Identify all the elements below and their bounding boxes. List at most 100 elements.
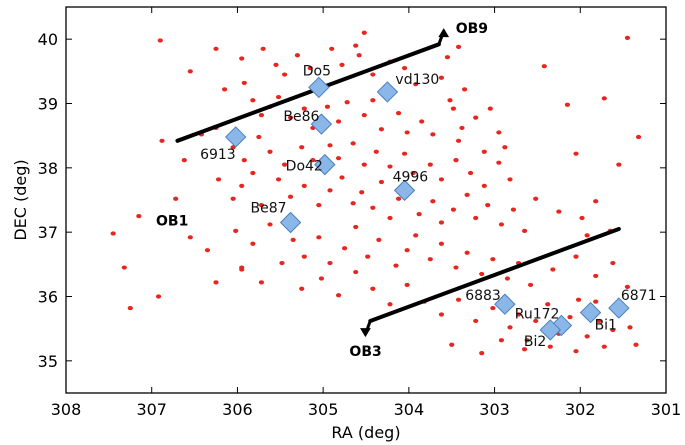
star-point xyxy=(453,265,459,270)
star-point xyxy=(335,119,342,124)
cluster-marker-bi2 xyxy=(539,319,561,341)
cluster-label-be87: Be87 xyxy=(251,201,287,217)
star-point xyxy=(239,265,245,270)
y-tick-label: 35 xyxy=(38,352,58,371)
star-point xyxy=(301,106,307,111)
star-point xyxy=(356,53,362,58)
star-point xyxy=(490,257,496,262)
star-point xyxy=(387,302,393,307)
x-tick-label: 306 xyxy=(222,400,253,419)
star-point xyxy=(601,96,607,101)
star-point xyxy=(329,46,335,51)
star-point xyxy=(387,164,393,169)
star-point xyxy=(361,162,367,167)
star-point xyxy=(327,188,333,193)
star-point xyxy=(467,170,474,176)
y-tick-label: 38 xyxy=(38,159,58,178)
star-point xyxy=(487,106,493,111)
star-point xyxy=(464,192,470,197)
star-point xyxy=(290,237,296,242)
cluster-markers xyxy=(225,76,630,341)
star-point xyxy=(121,265,127,270)
star-point xyxy=(410,170,416,176)
star-point xyxy=(610,327,616,333)
star-point xyxy=(573,254,579,259)
star-point xyxy=(378,179,385,185)
star-point xyxy=(370,205,376,210)
star-point xyxy=(339,175,345,180)
star-point xyxy=(275,94,282,100)
star-point xyxy=(481,183,487,188)
star-point xyxy=(301,254,307,259)
cluster-marker-be86 xyxy=(310,113,333,135)
star-point xyxy=(155,294,162,299)
star-point xyxy=(524,338,530,343)
cluster-marker-bi1 xyxy=(579,301,602,324)
star-point xyxy=(498,222,505,227)
star-point xyxy=(416,212,422,217)
star-point xyxy=(250,98,256,103)
star-point xyxy=(556,209,562,214)
star-point xyxy=(575,297,582,302)
star-point xyxy=(464,250,470,255)
star-point xyxy=(521,347,528,352)
star-point xyxy=(438,241,445,246)
star-point xyxy=(527,282,534,288)
star-point xyxy=(438,177,445,182)
star-point xyxy=(370,98,376,103)
x-axis: 308 307 306 305 304 303 302 301 xyxy=(51,7,682,419)
cluster-label-6883: 6883 xyxy=(465,288,501,304)
star-point xyxy=(401,151,408,156)
star-point xyxy=(316,235,322,240)
star-point xyxy=(573,349,579,354)
star-point xyxy=(481,149,487,154)
star-point xyxy=(335,156,342,161)
star-point xyxy=(230,196,236,201)
star-point xyxy=(181,158,187,163)
star-point xyxy=(430,199,436,204)
star-point xyxy=(361,30,367,35)
x-tick-label: 304 xyxy=(394,400,425,419)
star-point xyxy=(370,72,376,77)
star-point xyxy=(239,183,245,188)
star-point xyxy=(450,207,457,212)
star-point xyxy=(241,80,247,86)
star-point xyxy=(430,132,436,137)
star-point xyxy=(573,151,579,156)
star-point xyxy=(507,325,513,330)
star-point xyxy=(353,43,359,48)
cluster-marker-do5 xyxy=(308,76,330,99)
star-point xyxy=(567,314,573,320)
x-tick-label: 301 xyxy=(651,400,682,419)
star-point xyxy=(496,160,502,165)
star-point xyxy=(547,344,553,349)
star-point xyxy=(427,162,433,167)
star-point xyxy=(413,82,419,87)
star-point xyxy=(455,297,462,302)
star-point xyxy=(404,130,410,135)
star-point xyxy=(250,241,256,246)
ob-association-arrows: OB9 OB3 OB1 xyxy=(156,21,621,360)
star-point xyxy=(624,284,631,289)
star-points xyxy=(110,30,642,356)
star-point xyxy=(444,55,451,60)
star-point xyxy=(490,305,496,311)
star-point xyxy=(187,235,193,240)
star-point xyxy=(455,138,462,143)
star-point xyxy=(395,196,402,201)
star-point xyxy=(327,143,333,148)
ob-arrow-ob3 xyxy=(368,226,621,323)
star-point xyxy=(593,199,599,204)
star-point xyxy=(624,35,631,40)
star-point xyxy=(335,293,342,298)
star-point xyxy=(510,207,517,212)
star-point xyxy=(393,263,399,268)
ob-arrow-ob3-head xyxy=(360,328,371,338)
star-point xyxy=(610,260,616,266)
cluster-marker-be87 xyxy=(279,211,302,234)
star-point xyxy=(136,213,142,219)
star-point xyxy=(479,351,485,356)
star-point xyxy=(635,134,642,140)
star-point xyxy=(533,196,539,201)
star-point xyxy=(258,112,265,118)
